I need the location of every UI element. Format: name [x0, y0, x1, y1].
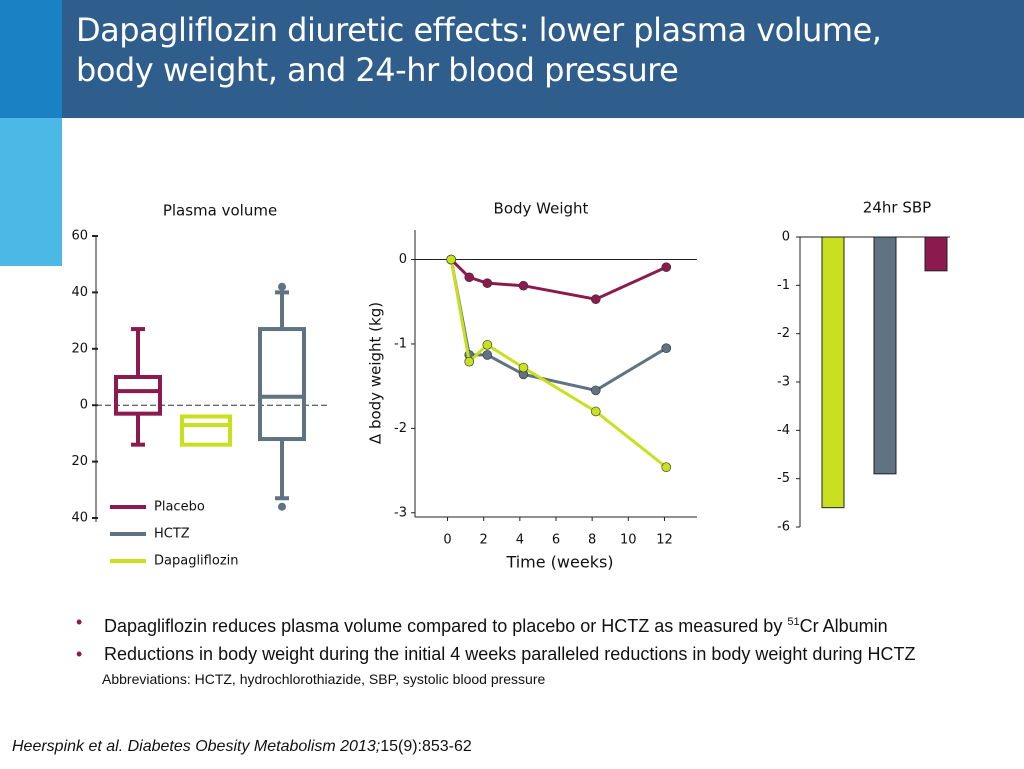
line: [450, 258, 667, 301]
point: [518, 280, 529, 291]
bullet-text: Dapagliflozin reduces plasma volume comp…: [104, 616, 788, 636]
bullet-text: Cr Albumin: [799, 616, 888, 636]
line: [449, 259, 668, 392]
y-tick-label: 0: [399, 252, 407, 267]
bar: [924, 236, 948, 272]
box: [180, 414, 232, 447]
bullets: Dapagliflozin reduces plasma volume comp…: [76, 610, 1006, 688]
x-tick-label: 6: [552, 533, 560, 548]
legend-label: HCTZ: [154, 527, 190, 542]
x-tick-label: 10: [620, 533, 637, 548]
y-tick-label: 20: [71, 341, 88, 356]
bullet: Dapagliflozin reduces plasma volume comp…: [76, 610, 1006, 638]
x-tick-label: 2: [480, 533, 488, 548]
slide-title: Dapagliflozin diuretic effects: lower pl…: [76, 10, 1006, 90]
legend-label: Dapagliflozin: [154, 554, 239, 569]
y-tick-label: -5: [777, 471, 790, 486]
point: [446, 254, 456, 265]
point: [482, 278, 493, 288]
title-line: body weight, and 24-hr blood pressure: [76, 51, 679, 89]
y-tick-label: -3: [394, 505, 407, 520]
point: [590, 294, 601, 305]
x-tick-label: 4: [516, 533, 524, 548]
outlier: [278, 502, 286, 511]
citation-journal: Heerspink et al. Diabetes Obesity Metabo…: [12, 738, 381, 755]
y-tick-label: -2: [777, 326, 790, 341]
box: [258, 327, 306, 442]
y-tick-label: -1: [394, 336, 407, 351]
x-tick-label: 0: [443, 533, 451, 548]
accent-light: [0, 118, 62, 266]
y-tick-label: 40: [71, 285, 88, 300]
superscript: 51: [787, 616, 800, 628]
x-tick-label: 12: [656, 533, 673, 548]
y-tick-label: -6: [777, 520, 790, 535]
y-tick-label: 20: [71, 454, 88, 469]
y-tick-label: 40: [71, 511, 88, 526]
bar: [821, 236, 845, 509]
y-tick-label: -4: [777, 423, 790, 438]
bullet-text: Reductions in body weight during the ini…: [104, 644, 916, 664]
y-tick-label: 0: [782, 230, 790, 245]
header: [62, 0, 1024, 118]
title-line: Dapagliflozin diuretic effects: lower pl…: [76, 11, 882, 49]
point: [482, 339, 493, 350]
abbreviations: Abbreviations: HCTZ, hydrochlorothiazide…: [102, 671, 546, 687]
y-tick-label: 60: [71, 229, 88, 244]
point: [482, 350, 493, 360]
y-tick-label: -3: [777, 375, 790, 390]
point: [661, 462, 672, 472]
y-tick-label: 0: [80, 398, 88, 413]
point: [590, 385, 601, 396]
line: [449, 259, 668, 469]
box: [114, 375, 162, 416]
outlier: [278, 282, 286, 291]
point: [464, 356, 475, 367]
y-tick-label: -1: [777, 278, 790, 293]
y-tick-label: -2: [394, 421, 407, 436]
point: [661, 343, 672, 353]
citation-ref: 15(9):853-62: [380, 738, 472, 755]
y-axis-label: Δ body weight (kg): [367, 302, 385, 444]
bullet: Reductions in body weight during the ini…: [76, 642, 1006, 666]
x-tick-label: 8: [588, 533, 596, 548]
x-axis-label: Time (weeks): [505, 553, 613, 572]
point: [518, 362, 529, 373]
chart-title: Body Weight: [494, 200, 589, 218]
point: [661, 262, 672, 272]
point: [464, 272, 475, 283]
chart-title: 24hr SBP: [863, 199, 931, 217]
accent-dark: [0, 0, 62, 118]
chart-title: Plasma volume: [163, 202, 277, 220]
charts: Plasma volume60402002040PlaceboHCTZDapag…: [71, 199, 950, 572]
citation: Heerspink et al. Diabetes Obesity Metabo…: [12, 738, 472, 756]
legend-label: Placebo: [154, 500, 205, 515]
point: [590, 406, 601, 417]
bar: [873, 236, 897, 475]
